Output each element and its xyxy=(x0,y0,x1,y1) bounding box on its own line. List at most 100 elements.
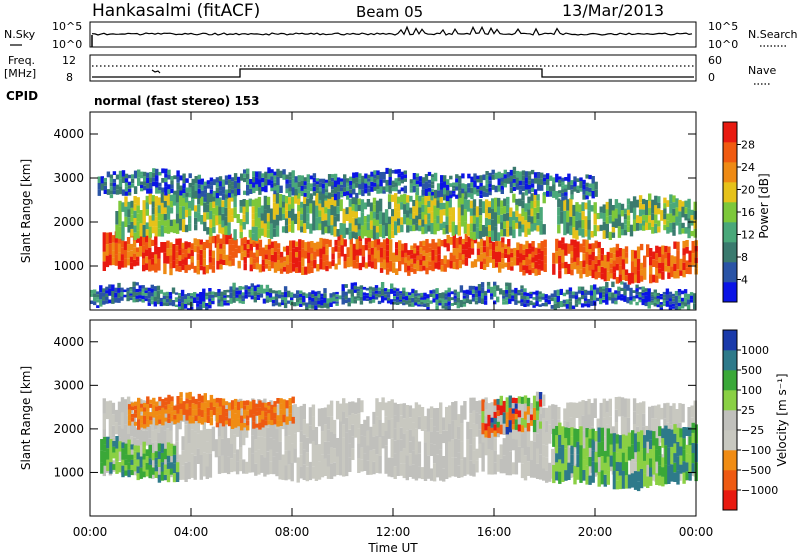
power-cell xyxy=(588,259,592,266)
velocity-cell xyxy=(252,414,256,422)
power-cell xyxy=(470,182,474,188)
power-cell xyxy=(217,299,221,303)
power-cell xyxy=(176,176,180,183)
power-cell xyxy=(363,222,368,230)
power-cell xyxy=(447,287,451,293)
velocity-cell xyxy=(603,462,607,475)
power-cell xyxy=(156,285,161,291)
power-cell xyxy=(487,201,492,208)
power-cell xyxy=(682,255,686,263)
power-cell xyxy=(452,248,456,256)
velocity-cell xyxy=(417,453,422,467)
power-cell xyxy=(665,300,670,307)
power-cell xyxy=(273,182,277,187)
velocity-cell xyxy=(276,415,280,421)
velocity-cell xyxy=(143,420,147,425)
power-cell xyxy=(227,188,232,193)
velocity-cell xyxy=(493,418,497,425)
velocity-cell xyxy=(551,419,555,434)
power-cell xyxy=(422,240,426,246)
power-cell xyxy=(124,191,129,196)
velocity-cell xyxy=(517,403,522,411)
power-cell xyxy=(585,264,589,277)
power-cell xyxy=(169,200,174,208)
power-cell xyxy=(495,262,499,268)
velocity-cell xyxy=(481,427,485,443)
power-cell xyxy=(297,181,301,188)
power-cell xyxy=(635,295,639,299)
power-cell xyxy=(373,237,378,248)
power-cell xyxy=(479,182,483,187)
velocity-cell xyxy=(112,452,116,459)
power-cell xyxy=(588,174,592,180)
velocity-cell xyxy=(588,457,592,467)
power-cell xyxy=(142,212,146,225)
velocity-cell xyxy=(381,397,385,411)
power-cell xyxy=(177,303,182,307)
velocity-cell xyxy=(435,454,440,478)
power-cell xyxy=(569,216,573,226)
power-cell xyxy=(618,248,623,257)
power-cell xyxy=(246,253,250,258)
power-cell xyxy=(484,199,489,209)
power-cell xyxy=(594,256,598,264)
velocity-cell xyxy=(585,428,589,438)
power-cell xyxy=(109,182,114,187)
power-cell xyxy=(297,211,301,218)
power-cell xyxy=(623,295,627,302)
power-cell xyxy=(202,288,206,296)
power-cell xyxy=(418,176,423,182)
power-cell xyxy=(355,192,359,199)
velocity-cell xyxy=(197,408,201,416)
velocity-colorbar-tick: 1000 xyxy=(741,344,769,357)
power-cell xyxy=(309,223,313,234)
velocity-cell xyxy=(664,445,668,465)
velocity-cell xyxy=(408,441,413,454)
power-cell xyxy=(375,226,380,233)
power-cell xyxy=(312,173,317,178)
power-cell xyxy=(196,246,200,254)
power-cell xyxy=(410,267,414,273)
power-cell xyxy=(481,201,486,214)
power-cell xyxy=(410,250,414,255)
power-cell xyxy=(214,292,218,298)
power-cell xyxy=(485,175,489,180)
power-cell xyxy=(432,289,436,294)
power-cell xyxy=(428,261,432,266)
velocity-cell xyxy=(399,451,403,464)
power-cell xyxy=(399,293,403,296)
power-cell xyxy=(663,224,667,231)
velocity-cell xyxy=(106,459,110,471)
velocity-cell xyxy=(623,398,628,418)
power-cell xyxy=(508,282,512,288)
power-colorbar-swatch xyxy=(723,242,737,263)
velocity-cell xyxy=(545,457,549,471)
velocity-cell xyxy=(246,415,250,421)
power-cell xyxy=(422,255,426,261)
power-cell xyxy=(470,187,474,194)
velocity-cell xyxy=(460,405,464,424)
velocity-cell xyxy=(632,398,637,412)
power-cell xyxy=(468,290,473,295)
velocity-cell xyxy=(181,465,185,480)
velocity-colorbar-tick: −25 xyxy=(741,424,764,437)
nsky-label: N.Sky xyxy=(4,28,36,41)
power-cell xyxy=(266,213,271,222)
velocity-cell xyxy=(146,404,150,412)
power-cell xyxy=(132,241,137,248)
power-cell xyxy=(354,197,358,205)
power-cell xyxy=(158,171,162,176)
power-cell xyxy=(211,291,215,295)
power-cell xyxy=(187,302,191,306)
power-cell xyxy=(503,183,507,188)
power-cell xyxy=(431,239,435,250)
power-cell xyxy=(565,299,570,305)
power-cell xyxy=(112,186,117,191)
power-cell xyxy=(522,249,526,255)
power-cell xyxy=(178,218,183,231)
power-cell xyxy=(106,171,111,178)
power-cell xyxy=(591,183,595,191)
velocity-cell xyxy=(685,471,689,480)
power-cell xyxy=(579,184,583,189)
power-cell xyxy=(316,249,320,257)
